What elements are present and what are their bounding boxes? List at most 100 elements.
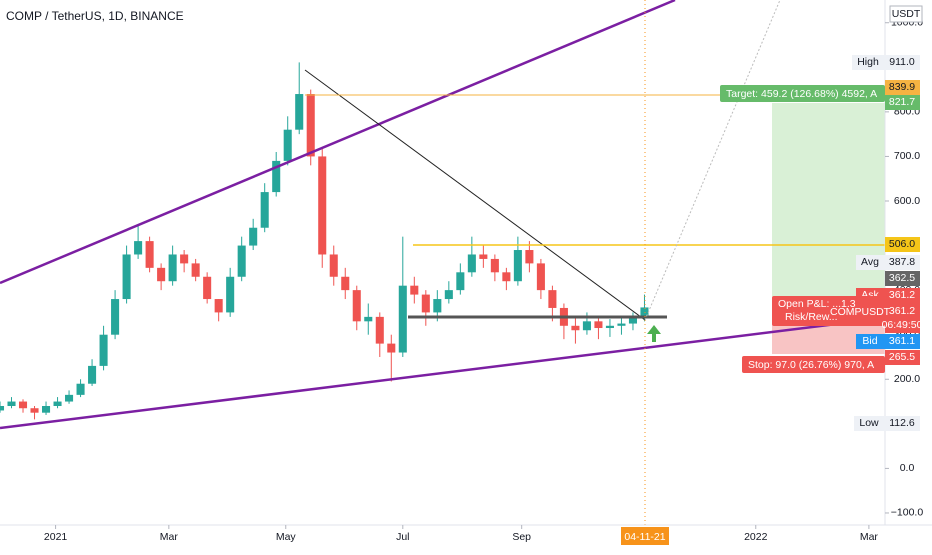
symbol-label: COMPUSDT: [830, 306, 891, 318]
candle-body: [421, 294, 430, 313]
upper-trendline: [0, 0, 676, 285]
arrow: [647, 325, 661, 342]
candle-body: [180, 254, 189, 264]
candle-body: [88, 365, 97, 384]
candle-body: [111, 299, 120, 335]
currency: USDT: [892, 8, 921, 20]
x-tick-label: 2022: [744, 531, 768, 543]
candle-body: [99, 334, 108, 366]
badge: [885, 237, 920, 252]
candle-body: [364, 316, 373, 322]
badge: [720, 85, 885, 102]
candle-body: [502, 272, 511, 282]
candle-body: [410, 285, 419, 295]
badge: [885, 416, 920, 431]
x-tick-label: Mar: [160, 531, 179, 543]
badge: [885, 303, 920, 333]
candle-body: [433, 299, 442, 313]
badge-value: 839.9: [889, 81, 915, 93]
candle-body: [594, 321, 603, 329]
badge: [854, 416, 885, 431]
candle-body: [191, 263, 200, 277]
badge: [885, 334, 920, 349]
candle-body: [76, 383, 85, 395]
pnl-label: Open P&L: ...1.3: [778, 298, 856, 310]
candle-body: [122, 254, 131, 300]
badge: [856, 255, 885, 270]
candle-body: [260, 192, 269, 228]
candle-body: [329, 254, 338, 277]
target-label: Target: 459.2 (126.68%) 4592, A: [726, 88, 877, 100]
lower-trendline: [0, 316, 886, 430]
candle-body: [30, 408, 39, 413]
candle-body: [444, 290, 453, 300]
x-tick-label: Jul: [396, 531, 409, 543]
candle-body: [65, 394, 74, 402]
candle-body: [536, 263, 545, 291]
date-label: 04-11-21: [624, 531, 665, 543]
candle-body: [226, 276, 235, 313]
badge-value: 387.8: [889, 256, 915, 268]
badge-value: 821.7: [889, 96, 915, 108]
badge-value: 265.5: [889, 351, 915, 363]
candle-body: [203, 276, 212, 300]
stop-label: Stop: 97.0 (26.76%) 970, A: [748, 359, 874, 371]
x-tick-label: 2021: [44, 531, 68, 543]
candle-body: [283, 129, 292, 161]
candle-body: [490, 258, 499, 273]
badge: [885, 255, 920, 270]
badge-label: High: [857, 56, 879, 68]
candle-body: [479, 254, 488, 259]
candle-body: [375, 316, 384, 344]
candle-body: [53, 401, 62, 407]
date-badge: [621, 527, 669, 545]
candle-body: [42, 406, 51, 413]
candle-body: [341, 276, 350, 291]
countdown: 06:49:50: [882, 319, 923, 331]
y-tick-label: 600.0: [894, 195, 920, 207]
badge-label: Low: [859, 417, 879, 429]
badge: [885, 350, 920, 365]
candle-body: [628, 316, 637, 324]
badge-label: Bid: [862, 335, 877, 347]
badge-value: 361.2: [889, 289, 915, 301]
candle-body: [318, 156, 327, 255]
candle-body: [387, 343, 396, 353]
badge: [885, 80, 920, 95]
resistance-line: [304, 69, 646, 321]
badge: [885, 55, 920, 70]
badge-label: Avg: [861, 256, 879, 268]
badge: [885, 271, 920, 286]
badge-value: 911.0: [889, 56, 915, 68]
candle-body: [0, 406, 5, 411]
candle-body: [352, 290, 361, 322]
candle-body: [467, 254, 476, 273]
candle-body: [398, 285, 407, 353]
currency-badge: [889, 5, 923, 23]
candle-body: [640, 307, 649, 317]
candle-body: [272, 160, 281, 193]
pnl-box: [772, 296, 885, 326]
badge-value: 362.5: [889, 272, 915, 284]
candle-body: [249, 227, 258, 246]
candle-body: [617, 323, 626, 326]
y-tick-label: −100.0: [891, 507, 924, 519]
badge: [852, 55, 885, 70]
candles: [0, 62, 649, 420]
candle-body: [525, 250, 534, 264]
candle-body: [145, 241, 154, 268]
badge: [742, 356, 885, 373]
candle-body: [157, 267, 166, 282]
candle-body: [295, 94, 304, 130]
candle-body: [168, 254, 177, 282]
candle-body: [456, 272, 465, 291]
badge-value: 361.1: [889, 335, 915, 347]
badge-value: 361.2: [889, 305, 915, 317]
candle-body: [548, 290, 557, 308]
x-tick-label: Sep: [512, 531, 531, 543]
x-tick-label: Mar: [860, 531, 879, 543]
badge-value: 506.0: [889, 238, 915, 250]
candle-body: [7, 401, 16, 407]
rr-label: Risk/Rew...: [785, 311, 838, 323]
